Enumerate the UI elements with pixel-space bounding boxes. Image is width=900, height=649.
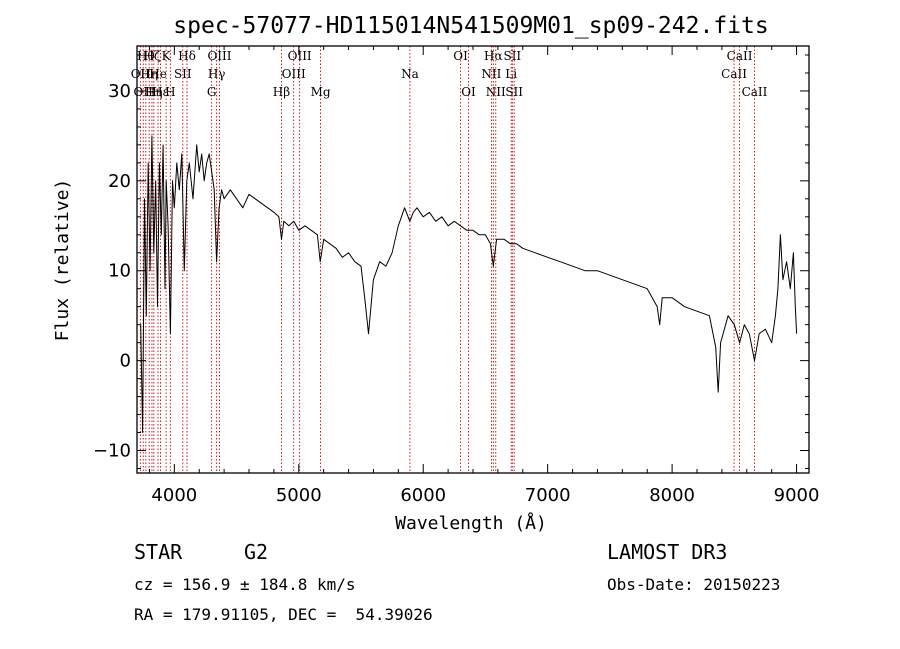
redshift-velocity: cz = 156.9 ± 184.8 km/s: [134, 575, 356, 594]
x-tick-label: 8000: [649, 485, 695, 506]
spectrum-line: [140, 135, 798, 433]
line-marker-label: OIII: [282, 67, 306, 81]
spectrum-series: [140, 135, 798, 433]
line-marker-label: Na: [401, 67, 419, 81]
object-subclass: G2: [244, 540, 268, 564]
line-marker-label: NII: [486, 85, 506, 99]
line-marker-label: SII: [505, 85, 523, 99]
line-marker-label: K: [162, 49, 172, 63]
chart-title: spec-57077-HD115014N541509M01_sp09-242.f…: [173, 13, 768, 39]
line-marker-label: OII: [131, 67, 151, 81]
line-marker-label: H: [165, 85, 175, 99]
x-tick-label: 4000: [151, 485, 197, 506]
line-marker-label: Hδ: [178, 49, 196, 63]
observation-date: Obs-Date: 20150223: [607, 575, 780, 594]
line-marker-label: Hα: [484, 49, 503, 63]
x-tick-label: 9000: [774, 485, 820, 506]
line-marker-label: CaII: [727, 49, 753, 63]
y-tick-label: 0: [120, 351, 131, 372]
y-axis-label: Flux (relative): [52, 179, 73, 342]
x-tick-label: 7000: [525, 485, 571, 506]
emission-line-markers: OIIOIIHθHηHζHηHeHεKHSIIHδGHγOIIIHβOIIIOI…: [131, 46, 768, 473]
line-marker-label: G: [207, 85, 217, 99]
line-marker-label: OIII: [288, 49, 312, 63]
line-marker-label: SII: [174, 67, 192, 81]
plot-frame: [136, 45, 810, 474]
line-marker-label: CaII: [721, 67, 747, 81]
survey-name: LAMOST DR3: [607, 540, 727, 564]
line-marker-label: Hβ: [273, 85, 290, 99]
line-marker-label: Hθ: [137, 49, 155, 63]
line-marker-label: OIII: [207, 49, 231, 63]
line-marker-label: CaII: [742, 85, 768, 99]
line-marker-label: Li: [505, 67, 517, 81]
line-marker-label: Mg: [311, 85, 331, 99]
y-tick-label: 10: [108, 261, 131, 282]
y-tick-label: 30: [108, 81, 131, 102]
sky-coordinates: RA = 179.91105, DEC = 54.39026: [134, 605, 433, 624]
line-marker-label: OI: [461, 85, 476, 99]
line-marker-label: Hζ: [143, 49, 160, 63]
line-marker-label: OI: [453, 49, 468, 63]
y-axis-ticks: −10 0 10 20 30: [93, 54, 809, 470]
x-tick-label: 6000: [400, 485, 446, 506]
line-marker-label: Hε: [152, 85, 169, 99]
line-marker-label: OII: [134, 85, 154, 99]
line-marker-label: SII: [503, 49, 521, 63]
line-marker-label: He: [149, 67, 167, 81]
object-class: STAR: [134, 540, 183, 564]
x-axis-label: Wavelength (Å): [395, 512, 547, 534]
y-tick-label: −10: [93, 441, 131, 462]
line-marker-label: Hγ: [208, 67, 226, 81]
line-marker-label: NII: [481, 67, 501, 81]
y-tick-label: 20: [108, 171, 131, 192]
x-tick-label: 5000: [276, 485, 322, 506]
x-axis-ticks: 4000 5000 6000 7000 8000 9000: [148, 46, 820, 506]
